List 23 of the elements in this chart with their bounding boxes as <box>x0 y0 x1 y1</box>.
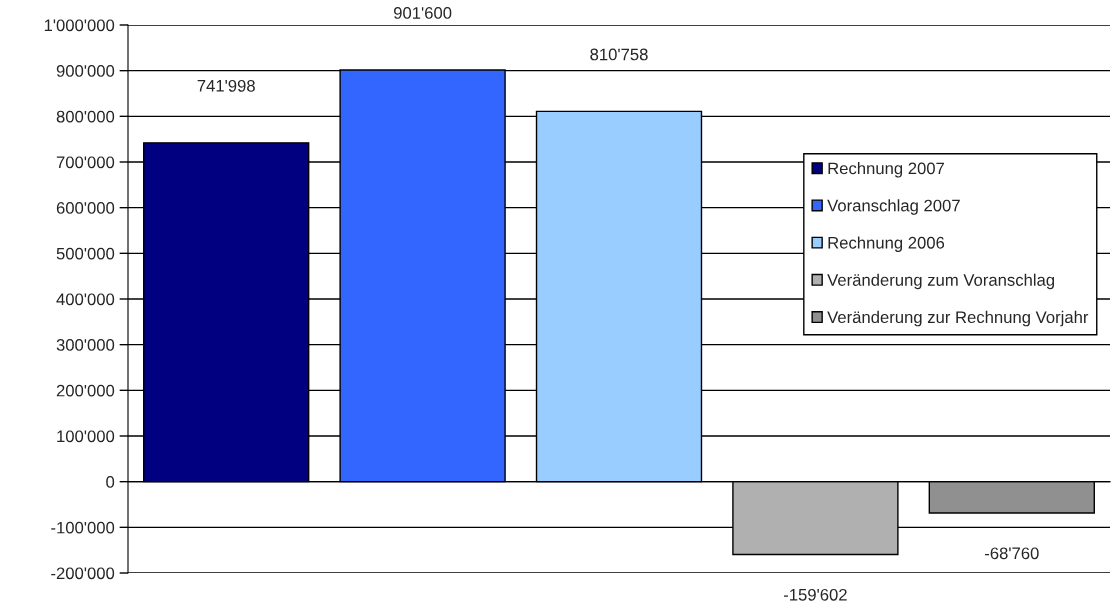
data-label: 901'600 <box>393 7 452 19</box>
y-tick-label: 200'000 <box>56 384 115 397</box>
legend-label: Voranschlag 2007 <box>827 199 960 215</box>
legend-label: Rechnung 2007 <box>828 162 944 178</box>
y-tick-label: 0 <box>106 476 115 488</box>
legend-label: Rechnung 2006 <box>828 236 945 252</box>
y-tick-label: -100'000 <box>51 521 115 534</box>
y-tick-label: 900'000 <box>56 65 115 77</box>
data-label: 741'998 <box>197 79 255 92</box>
legend-label: Veränderung zur Rechnung Vorjahr <box>827 310 1089 327</box>
y-tick-label: 500'000 <box>56 247 115 260</box>
y-tick-label: 400'000 <box>56 293 115 306</box>
y-tick-label: 100'000 <box>57 430 115 443</box>
legend-label: Veränderung zum Voranschlag <box>827 273 1055 290</box>
y-tick-label: 1'000'000 <box>44 19 115 32</box>
data-label: -159'602 <box>783 588 847 601</box>
y-tick-label: -200'000 <box>51 567 115 580</box>
data-label: 810'758 <box>590 48 648 61</box>
y-tick-label: 300'000 <box>56 339 115 351</box>
y-tick-label: 600'000 <box>56 202 115 214</box>
data-label: -68'760 <box>985 547 1039 560</box>
y-tick-label: 800'000 <box>56 110 115 123</box>
y-tick-label: 700'000 <box>56 156 115 169</box>
